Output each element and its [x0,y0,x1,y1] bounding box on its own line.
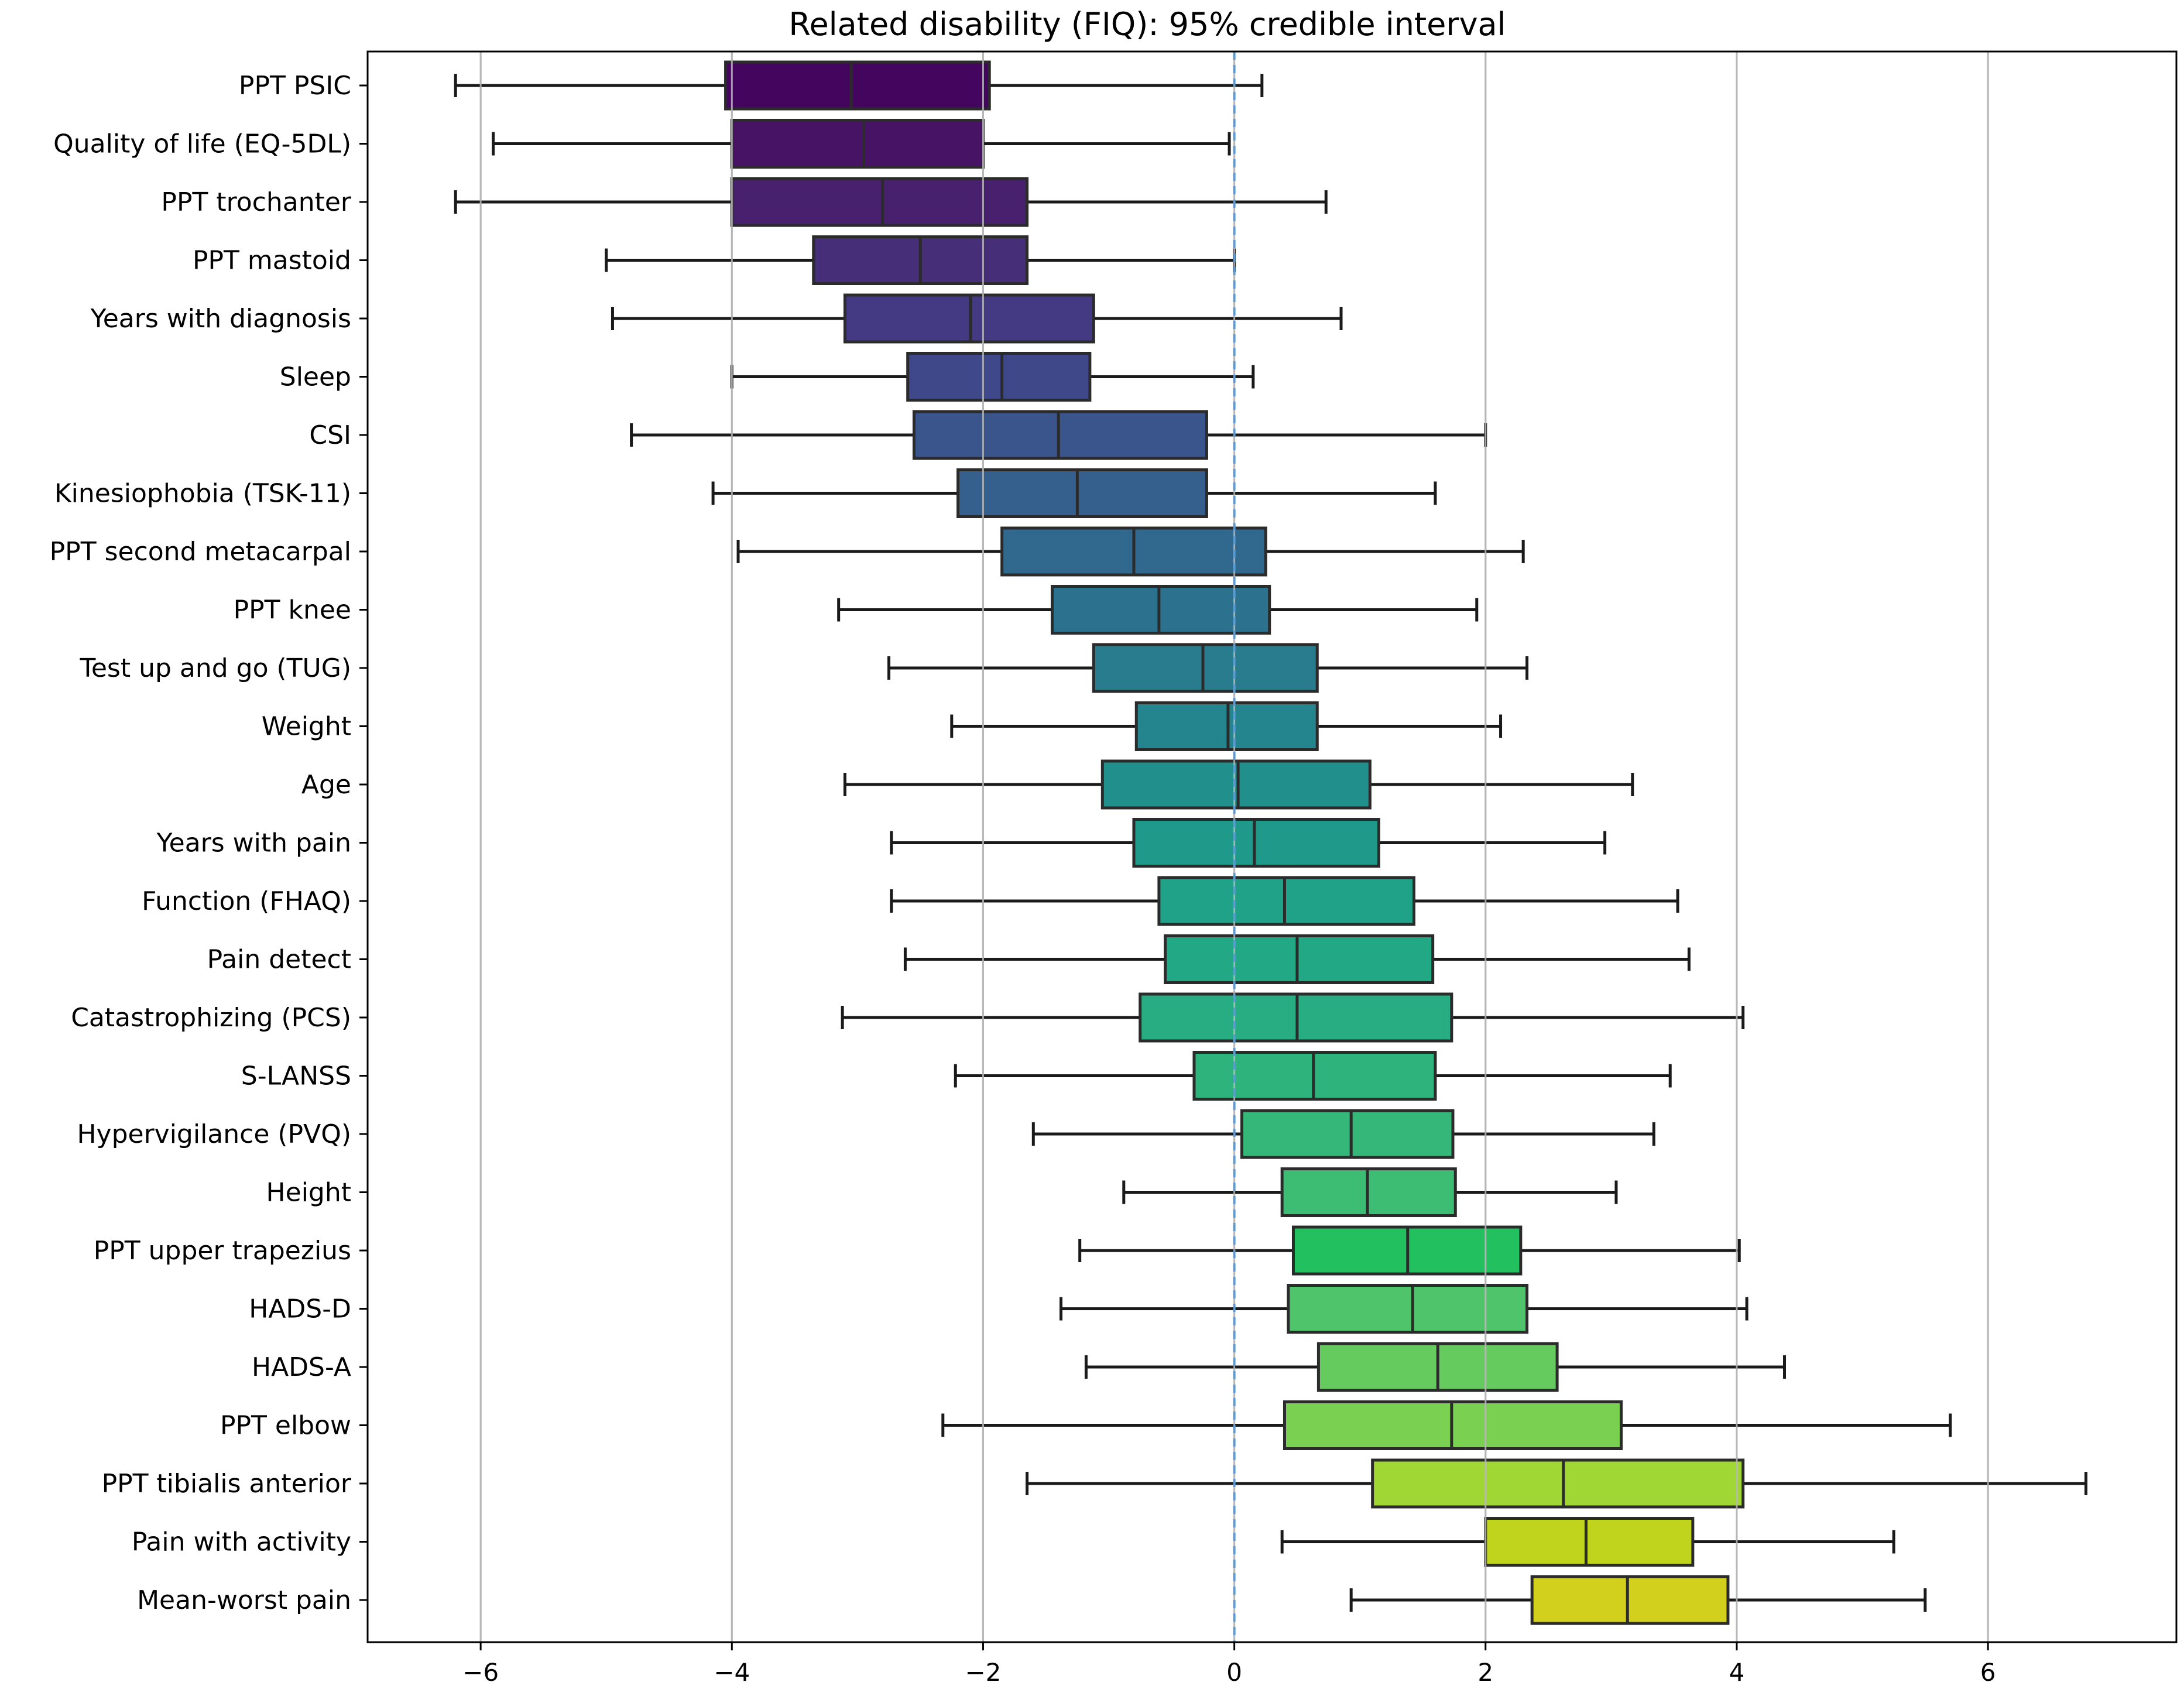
box-row [887,643,1529,693]
category-label: PPT tibialis anterior [102,1469,352,1499]
box-row [890,876,1679,926]
category-label: PPT upper trapezius [94,1236,351,1266]
x-tick-label: 4 [1729,1658,1745,1687]
box-iqr [1050,585,1271,635]
box-row [605,235,1236,285]
category-label: PPT mastoid [193,246,351,276]
box-row [1031,1109,1655,1159]
category-label: Height [266,1178,351,1208]
box-iqr [1092,643,1319,693]
category-label: Kinesiophobia (TSK-11) [54,479,351,509]
box-row [1349,1575,1927,1625]
box-iqr [1132,818,1380,868]
box-row [730,352,1255,402]
box-iqr [724,60,991,111]
category-label: CSI [309,420,351,450]
box-row [950,701,1503,751]
box-iqr [1484,1517,1695,1567]
x-tick-label: 2 [1477,1658,1493,1687]
category-label: Hypervigilance (PVQ) [77,1119,351,1149]
box-iqr [956,468,1208,518]
category-label: Weight [262,712,351,742]
category-label: Pain with activity [132,1527,351,1557]
x-tick-label: −6 [462,1658,499,1687]
box-iqr [1371,1458,1745,1509]
box-row [1078,1225,1741,1276]
box-row [1026,1458,2087,1509]
category-label: Quality of life (EQ-5DL) [53,129,351,159]
box-row [843,759,1634,810]
box-row [454,60,1264,111]
category-label: HADS-A [252,1352,351,1382]
box-iqr [1164,934,1435,984]
box-row [630,410,1487,460]
box-iqr [730,119,985,169]
box-row [1122,1167,1618,1217]
box-iqr [1287,1284,1529,1334]
chart-title: Related disability (FIQ): 95% credible i… [788,6,1506,43]
category-label: Sleep [280,362,351,392]
box-iqr [1530,1575,1730,1625]
box-row [890,818,1607,868]
box-iqr [730,177,1029,227]
x-axis-ticks: −6 −4 −2 0 2 4 6 [462,1642,1996,1687]
box-iqr [1157,876,1415,926]
category-label: HADS-D [249,1294,351,1324]
category-label: PPT elbow [220,1411,351,1441]
category-label: Years with pain [156,828,351,858]
box-row [903,934,1691,984]
box-row [1084,1342,1786,1392]
category-label: PPT PSIC [239,71,351,101]
x-tick-label: 0 [1226,1658,1242,1687]
category-label: S-LANSS [241,1061,351,1091]
box-iqr [1240,1109,1455,1159]
category-label: PPT trochanter [161,187,351,217]
category-labels: PPT PSIC Quality of life (EQ-5DL) PPT troc… [50,71,368,1615]
category-label: Mean-worst pain [137,1585,351,1615]
category-label: PPT knee [234,595,351,625]
category-label: Function (FHAQ) [142,886,351,916]
box-row [454,177,1328,227]
box-row [1060,1284,1748,1334]
x-tick-label: 6 [1980,1658,1996,1687]
category-label: Age [301,770,351,800]
category-label: Test up and go (TUG) [79,653,351,683]
box-row [611,293,1343,344]
category-label: Pain detect [207,945,351,975]
box-row [841,992,1745,1043]
category-label: PPT second metacarpal [50,537,351,567]
box-row [711,468,1437,518]
x-tick-label: −4 [714,1658,750,1687]
box-iqr [906,352,1092,402]
category-label: Catastrophizing (PCS) [71,1003,351,1033]
plot-area-frame [366,50,2178,1643]
box-row [941,1400,1952,1450]
box-row [736,526,1525,577]
box-row [492,119,1231,169]
category-label: Years with diagnosis [90,304,351,334]
box-iqr [1100,759,1372,810]
box-series [454,52,2087,1642]
box-iqr [912,410,1208,460]
x-tick-label: −2 [965,1658,1001,1687]
